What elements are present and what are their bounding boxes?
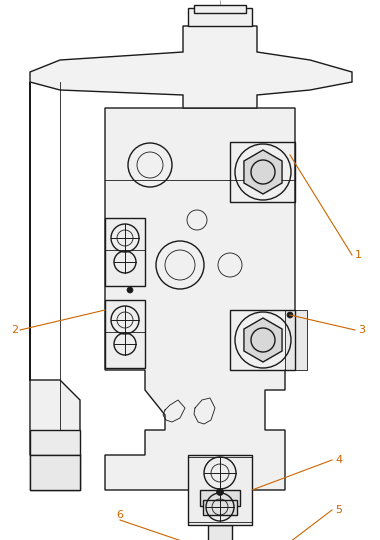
Circle shape (127, 287, 133, 293)
Text: 3: 3 (358, 325, 365, 335)
Bar (194, 5, 246, 13)
Bar (188, 455, 252, 525)
Polygon shape (105, 108, 295, 490)
Bar (285, 310, 307, 370)
Bar (203, 500, 237, 515)
Circle shape (287, 312, 293, 318)
Text: 1: 1 (355, 250, 362, 260)
Polygon shape (30, 82, 80, 455)
Circle shape (217, 489, 223, 496)
Polygon shape (244, 150, 282, 194)
Bar (105, 218, 145, 286)
Text: 5: 5 (335, 505, 342, 515)
Text: 4: 4 (335, 455, 342, 465)
Polygon shape (30, 26, 352, 108)
Bar (188, 8, 252, 26)
Bar (230, 142, 295, 202)
Text: 6: 6 (117, 510, 124, 520)
Bar (30, 430, 80, 490)
Bar (105, 300, 145, 368)
Polygon shape (244, 318, 282, 362)
Text: 2: 2 (11, 325, 18, 335)
Bar (30, 455, 80, 490)
Bar (230, 310, 295, 370)
Bar (200, 490, 240, 506)
Bar (208, 525, 232, 540)
